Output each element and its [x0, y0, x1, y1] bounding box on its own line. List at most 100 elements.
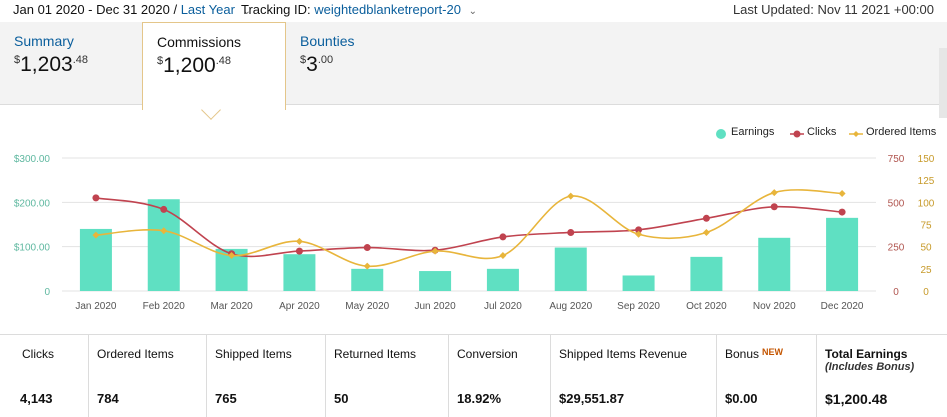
x-tick-label: Jun 2020 — [415, 301, 457, 312]
legend-label: Earnings — [731, 126, 775, 138]
ordered-items-point — [295, 237, 303, 245]
y-left-tick-label: $200.00 — [14, 198, 51, 209]
tab-summary[interactable]: Summary $1,203.48 — [0, 22, 142, 105]
stat-value: $29,551.87 — [559, 391, 625, 406]
y-right-ordered-tick-label: 50 — [920, 243, 932, 254]
tab-bounties[interactable]: Bounties $3.00 — [286, 22, 436, 105]
earnings-bar — [283, 254, 316, 291]
stat-value: 4,143 — [20, 391, 53, 406]
stat-clicks: Clicks 4,143 — [0, 335, 89, 417]
stat-label: Clicks — [22, 347, 54, 361]
tracking-id-selector[interactable]: Tracking ID: weightedblanketreport-20 ⌄ — [241, 2, 477, 17]
ordered-items-point — [92, 231, 100, 239]
stat-label: Ordered Items — [97, 347, 174, 361]
stat-returned-items: Returned Items 50 — [326, 335, 449, 417]
clicks-point — [295, 247, 303, 255]
tracking-id-label: Tracking ID: — [241, 2, 311, 17]
earnings-bar — [351, 268, 384, 291]
x-tick-label: May 2020 — [345, 301, 389, 312]
clicks-point — [838, 208, 846, 216]
performance-chart: 0 $100.00 $200.00 $300.00 0 250 500 750 0 25 50 75 1… — [14, 154, 935, 312]
summary-tabs: Summary $1,203.48 Commissions $1,200.48 … — [0, 22, 947, 110]
legend-earnings-swatch — [716, 129, 726, 139]
clicks-point — [702, 214, 710, 222]
top-bar: Jan 01 2020 - Dec 31 2020 / Last Year ⌄ … — [0, 0, 947, 20]
ordered-items-point — [363, 262, 371, 270]
legend-clicks[interactable]: Clicks — [790, 126, 836, 138]
earnings-bar — [147, 199, 180, 291]
x-tick-label: Sep 2020 — [617, 301, 660, 312]
scrollbar[interactable] — [939, 48, 947, 118]
y-left-tick-label: $100.00 — [14, 243, 51, 254]
x-tick-label: Apr 2020 — [279, 301, 320, 312]
ordered-items-point — [431, 247, 439, 255]
earnings-bar — [758, 237, 791, 291]
earnings-bar — [826, 217, 859, 291]
y-right-ordered-tick-label: 125 — [918, 176, 935, 187]
stat-label: Total Earnings — [825, 347, 908, 361]
ordered-items-point — [499, 252, 507, 260]
y-right-ordered-tick-label: 150 — [918, 154, 935, 165]
ordered-items-point — [160, 227, 168, 235]
chevron-down-icon[interactable]: ⌄ — [242, 6, 251, 17]
stat-label: Conversion — [457, 347, 518, 361]
earnings-bar — [419, 271, 452, 291]
tab-label: Summary — [14, 33, 74, 49]
x-tick-label: Aug 2020 — [549, 301, 592, 312]
stat-value: 765 — [215, 391, 237, 406]
ordered-items-point — [567, 192, 575, 200]
tab-label: Bounties — [300, 33, 355, 49]
ordered-items-line — [95, 189, 843, 267]
stat-label: Returned Items — [334, 347, 417, 361]
clicks-point — [635, 226, 643, 234]
earnings-bar — [486, 268, 519, 291]
clicks-line — [95, 197, 843, 258]
y-left-tick-label: 0 — [44, 287, 50, 298]
ordered-items-point — [635, 230, 643, 238]
y-right-clicks-tick-label: 500 — [888, 198, 905, 209]
stat-ordered-items: Ordered Items 784 — [89, 335, 207, 417]
earnings-bar — [690, 256, 723, 291]
clicks-point — [92, 194, 100, 202]
stat-value: 50 — [334, 391, 349, 406]
tracking-id-value[interactable]: weightedblanketreport-20 — [314, 2, 461, 17]
legend-label: Ordered Items — [866, 126, 937, 138]
clicks-point — [499, 233, 507, 241]
ordered-items-point — [702, 228, 710, 236]
x-tick-label: Nov 2020 — [753, 301, 796, 312]
legend-clicks-swatch — [790, 130, 804, 138]
stat-label: Shipped Items — [215, 347, 292, 361]
ordered-items-point — [228, 252, 236, 260]
stat-label: Bonus NEW — [725, 347, 784, 361]
stat-sublabel: (Includes Bonus) — [825, 361, 915, 373]
y-right-ordered-tick-label: 0 — [923, 287, 929, 298]
earnings-bar — [622, 275, 655, 291]
legend-ordered-items[interactable]: Ordered Items — [849, 126, 936, 138]
tab-amount: $1,200.48 — [157, 54, 231, 77]
y-right-clicks-tick-label: 0 — [893, 287, 899, 298]
range-preset-link[interactable]: Last Year — [180, 2, 235, 17]
x-tick-label: Jul 2020 — [484, 301, 522, 312]
date-range-selector[interactable]: Jan 01 2020 - Dec 31 2020 / Last Year ⌄ — [13, 2, 251, 17]
x-tick-label: Oct 2020 — [686, 301, 727, 312]
stats-bar: Clicks 4,143 Ordered Items 784 Shipped I… — [0, 334, 947, 417]
y-right-ordered-tick-label: 25 — [920, 265, 932, 276]
earnings-bar — [554, 247, 587, 291]
tab-amount: $1,203.48 — [14, 53, 88, 76]
chevron-down-icon[interactable]: ⌄ — [468, 6, 477, 17]
stat-shipped-items: Shipped Items 765 — [207, 335, 326, 417]
stat-value: $0.00 — [725, 391, 758, 406]
last-updated-text: Last Updated: Nov 11 2021 +00:00 — [732, 2, 934, 17]
stat-label: Shipped Items Revenue — [559, 347, 688, 361]
tab-commissions[interactable]: Commissions $1,200.48 — [142, 22, 286, 110]
y-right-clicks-tick-label: 250 — [888, 243, 905, 254]
stat-bonus: Bonus NEW $0.00 — [717, 335, 817, 417]
date-range-text: Jan 01 2020 - Dec 31 2020 / — [13, 2, 178, 17]
legend-earnings[interactable]: Earnings — [716, 126, 775, 139]
x-tick-label: Feb 2020 — [143, 301, 186, 312]
clicks-point — [160, 205, 168, 213]
earnings-bar — [79, 228, 112, 291]
y-right-ordered-tick-label: 75 — [920, 221, 932, 232]
clicks-point — [770, 203, 778, 211]
stat-conversion: Conversion 18.92% — [449, 335, 551, 417]
